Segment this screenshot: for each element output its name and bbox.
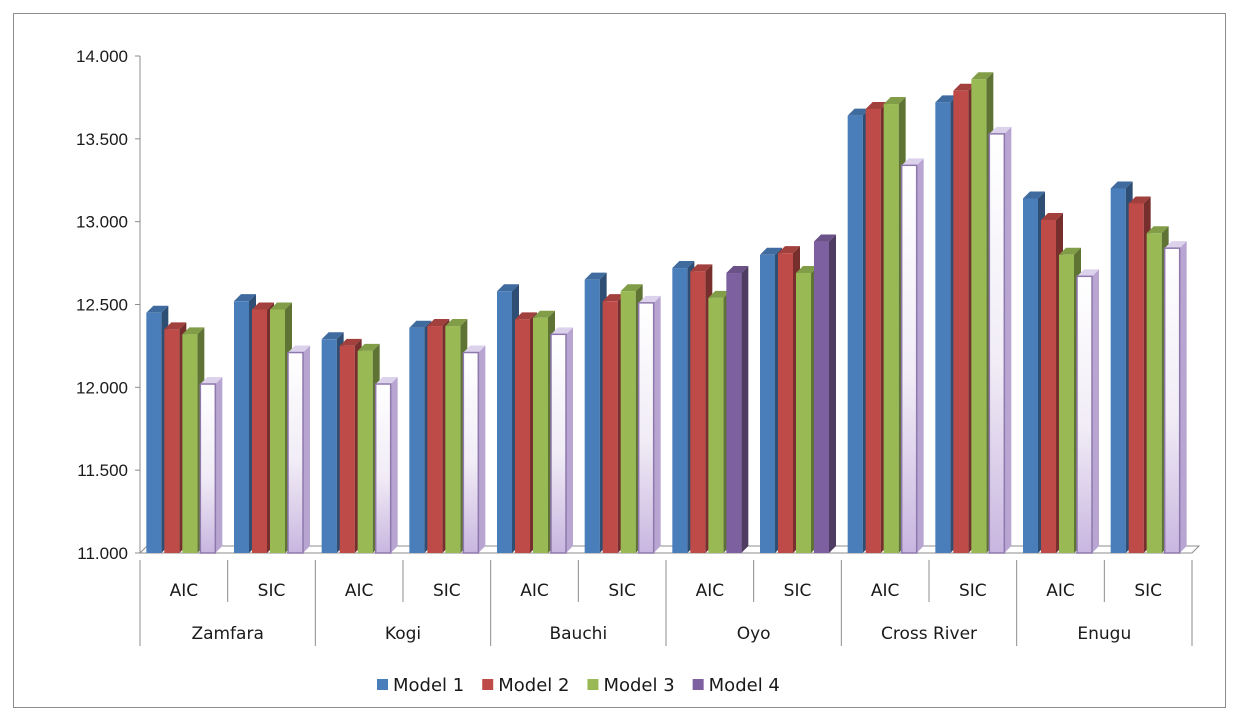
legend-swatch (587, 679, 599, 690)
state-label: Kogi (385, 624, 421, 644)
criterion-label: AIC (871, 581, 900, 601)
bar-model-4 (637, 295, 661, 554)
criterion-label: SIC (1134, 581, 1162, 601)
bar-model-4 (199, 377, 223, 554)
state-label: Cross River (881, 624, 977, 644)
criterion-label: AIC (520, 581, 549, 601)
y-tick-label: 13.000 (76, 213, 128, 232)
y-tick-label: 12.500 (76, 296, 128, 315)
criterion-label: SIC (258, 581, 286, 601)
state-label: Bauchi (549, 624, 607, 644)
bar-model-4 (287, 345, 310, 554)
y-tick-label: 13.500 (76, 130, 128, 149)
chart-floor (138, 545, 1201, 554)
legend-item: Model 2 (482, 675, 569, 696)
criterion-label: AIC (1046, 581, 1075, 601)
bar-model-4 (726, 266, 749, 553)
criterion-label: SIC (433, 581, 461, 601)
criterion-label: AIC (696, 581, 725, 601)
bar-model-4 (900, 158, 924, 554)
bars (146, 72, 1187, 554)
y-tick-label: 14.000 (76, 47, 128, 66)
bar-model-4 (814, 234, 836, 553)
legend-item: Model 1 (377, 675, 464, 696)
criterion-label: SIC (959, 581, 987, 601)
criterion-label: SIC (608, 581, 636, 601)
y-tick-label: 12.000 (76, 378, 128, 397)
legend-item: Model 4 (692, 675, 780, 696)
legend-swatch (482, 679, 494, 690)
bar-model-4 (550, 327, 573, 554)
legend: Model 1 Model 2 Model 3 Model 4 (377, 675, 780, 696)
bar-model-4 (1076, 269, 1099, 554)
state-label: Enugu (1077, 624, 1131, 644)
bar-model-4 (988, 126, 1012, 554)
criterion-label: AIC (170, 581, 199, 601)
bar-model-4 (374, 377, 398, 554)
legend-label: Model 2 (498, 675, 569, 696)
legend-label: Model 1 (393, 675, 464, 696)
legend-swatch (692, 679, 704, 690)
criterion-label: AIC (345, 581, 374, 601)
legend-item: Model 3 (587, 675, 675, 696)
y-tick-label: 11.500 (77, 461, 128, 480)
x-axis-labels: AIC SIC AIC SIC AIC SIC AIC SIC AIC SIC AIC SIC Zamf… (139, 560, 1193, 646)
y-tick-label: 11.000 (77, 544, 128, 563)
state-label: Oyo (737, 624, 771, 644)
legend-label: Model 3 (603, 675, 674, 696)
axes: 11.000 11.500 12.000 12.500 13.000 13.500 14.0… (76, 47, 1201, 563)
legend-label: Model 4 (709, 675, 780, 696)
state-label: Zamfara (191, 624, 263, 644)
legend-swatch (377, 679, 388, 690)
criterion-label: SIC (784, 581, 812, 601)
bar-model-4 (462, 345, 486, 554)
bar-model-4 (1163, 241, 1187, 554)
